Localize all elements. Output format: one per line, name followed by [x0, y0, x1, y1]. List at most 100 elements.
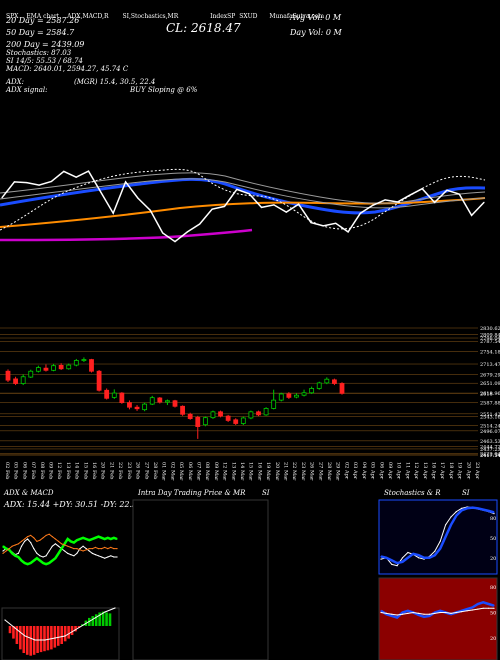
stoch-line-pctk-point: [455, 511, 457, 513]
stoch-line-pctk-point: [396, 565, 398, 567]
date-tick-label: 26 Feb: [135, 462, 141, 479]
adx-line-adx-point: [64, 550, 66, 552]
mgr-label: (MGR) 15.4, 30.5, 22.4: [74, 78, 156, 86]
price-tick-label: 2417.74: [480, 453, 500, 459]
date-tick-label: 17 Apr: [439, 462, 445, 480]
candle-body: [172, 400, 178, 407]
si-line-si-point: [428, 615, 430, 617]
stoch-line-pctd-point: [455, 515, 457, 517]
candle-body: [28, 370, 34, 378]
header-index: IndexSP: [210, 13, 236, 20]
adx-line-minusdy-point: [51, 536, 53, 538]
stoch-line-pctd-point: [391, 559, 393, 562]
macd-bar: [77, 626, 81, 628]
ema-close-line-point: [100, 191, 102, 193]
adx-line-minusdy-point: [17, 543, 19, 545]
macd-bar: [74, 626, 77, 632]
day-vol-label: Day Vol: 0 M: [290, 28, 342, 37]
ema-close-line-point: [149, 209, 151, 211]
stoch-title: Stochastics & R: [384, 489, 441, 497]
adx-line-plusdy-point: [73, 542, 75, 544]
macd-signal-line-point: [94, 617, 96, 619]
price-tick-label: 2618: [480, 391, 493, 397]
price-tick-label: 2651.09: [480, 381, 500, 387]
adx-line-minusdy-point: [116, 548, 118, 550]
ema-orange-line: [0, 197, 486, 228]
adx-line-plusdy-point: [110, 538, 112, 540]
adx-line-adx-point: [76, 552, 78, 555]
macd-bar: [15, 626, 19, 644]
price-tick-label: 2809.84: [480, 332, 500, 338]
candle-body: [316, 382, 322, 389]
price-tick-label: 2514.24: [480, 423, 500, 429]
macd-bar: [39, 626, 43, 653]
macd-bar: [29, 626, 32, 656]
date-tick-label: 09 Mar: [213, 462, 219, 481]
candle-body: [339, 383, 345, 394]
candle-body: [278, 393, 284, 401]
adx-line-minusdy-point: [73, 548, 75, 550]
date-tick-label: 09 Apr: [387, 462, 393, 480]
macd-signal-line-point: [54, 637, 56, 639]
candle-body: [332, 379, 337, 384]
si-line-mr-point: [401, 613, 404, 615]
adx-line-minusdy-point: [54, 538, 57, 540]
adx-line-minusdy-point: [5, 550, 7, 552]
candle-body: [89, 359, 94, 372]
date-tick-label: 06 Feb: [21, 462, 27, 479]
macd-bar: [25, 626, 29, 655]
si-line-mr-point: [434, 612, 436, 615]
date-tick-label: 21 Feb: [108, 462, 114, 479]
date-tick-label: 19 Apr: [457, 462, 463, 480]
adx-line-plusdy-point: [94, 537, 96, 539]
si-line-mr-point: [391, 613, 393, 615]
macd-signal-line-point: [104, 611, 106, 613]
ema-close-line-point: [1, 197, 3, 199]
date-tick-label: 13 Apr: [422, 462, 428, 480]
avg-vol-label: Avg Vol: 0 M: [290, 13, 342, 22]
adx-line-adx-point: [24, 540, 26, 543]
macd-bar: [12, 626, 15, 639]
stoch-line-pctd-point: [385, 557, 387, 559]
stoch-line-pctd-point: [407, 557, 409, 559]
candle-body: [202, 417, 208, 426]
adx-line-plusdy-point: [24, 562, 26, 564]
stoch-line-pctd-point: [418, 554, 420, 556]
ema-close-line-point: [372, 204, 374, 206]
adx-line-minusdy-point: [30, 534, 32, 537]
date-tick-label: 20 Apr: [465, 462, 471, 480]
macd-bar: [67, 626, 70, 639]
date-tick-label: 02 Feb: [4, 462, 10, 479]
adx-line-minusdy-point: [11, 545, 13, 547]
adx-line-plusdy-point: [27, 563, 29, 565]
date-tick-label: 07 Feb: [30, 462, 36, 479]
ema-close-line-point: [75, 176, 77, 178]
adx-line-plusdy-point: [64, 543, 66, 545]
stoch-line-pctd-point: [423, 557, 425, 559]
adx-line-minusdy-point: [36, 540, 38, 543]
adx-line-plusdy-point: [104, 538, 106, 540]
date-tick-label: 16 Apr: [431, 462, 437, 480]
header-site: MunafaSutra.com: [269, 13, 325, 20]
adx-line-adx-point: [97, 555, 100, 557]
adx-line-adx-point: [27, 538, 29, 540]
adx-line-minusdy-point: [8, 548, 10, 550]
si-line-mr-point: [461, 611, 463, 613]
date-tick-label: 22 Feb: [117, 462, 123, 479]
date-tick-label: 04 Apr: [361, 462, 367, 480]
ema-close-line-point: [174, 241, 176, 243]
price-tick-label: 2618.96: [480, 391, 500, 397]
date-tick-label: 07 Mar: [196, 462, 202, 481]
stoch-line-pctk-point: [439, 540, 441, 542]
macd-signal-line-point: [84, 623, 86, 625]
stoch-line-pctd-point: [412, 553, 414, 555]
date-tick-label: 12 Apr: [413, 462, 419, 480]
si-tick-label: 20: [490, 636, 496, 642]
price-tick-label: 2496.07: [480, 429, 500, 435]
si-line-si-point: [391, 615, 393, 617]
header-bar: SPX EMA chart ADX,MACD,R SI,Stochastics,…: [6, 14, 324, 20]
adx-line-plusdy-point: [101, 537, 103, 539]
date-tick-label: 13 Mar: [230, 462, 236, 481]
macd-bar: [91, 616, 95, 626]
